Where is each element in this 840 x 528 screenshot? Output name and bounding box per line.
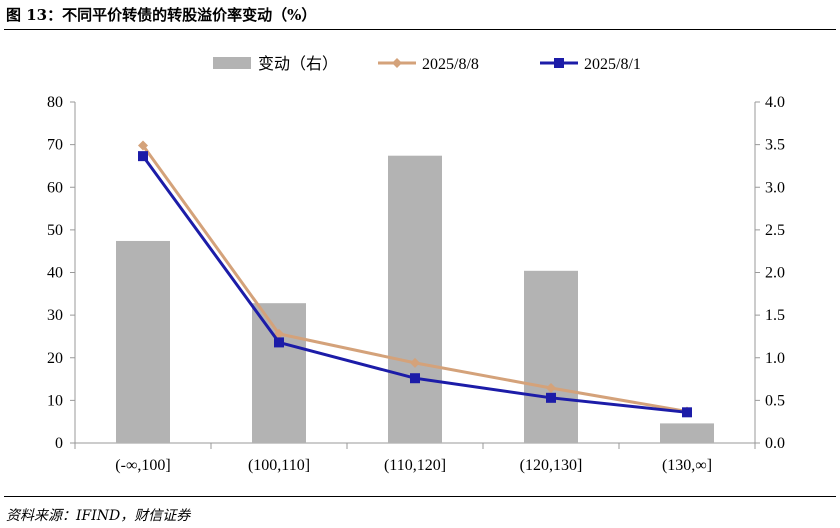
square-marker <box>410 373 420 384</box>
left-tick-label: 40 <box>47 265 63 282</box>
top-divider <box>4 29 836 30</box>
left-tick-label: 10 <box>47 392 63 409</box>
bar-change <box>116 240 170 443</box>
x-tick-label: (110,120] <box>384 457 446 474</box>
figure-title: 图 13：不同平价转债的转股溢价率变动（%） <box>6 6 317 24</box>
right-tick-label: 2.5 <box>765 222 785 239</box>
bottom-divider <box>4 496 836 497</box>
square-marker <box>138 151 148 162</box>
legend-diamond-marker <box>392 58 402 68</box>
bar-change <box>252 303 306 443</box>
legend-square-marker <box>554 58 564 68</box>
left-tick-label: 20 <box>47 350 63 367</box>
diamond-marker <box>274 328 284 339</box>
x-tick-label: (120,130] <box>520 457 583 474</box>
x-tick-label: (130,∞] <box>662 457 712 474</box>
right-tick-label: 4.0 <box>765 94 785 111</box>
left-tick-label: 80 <box>47 94 63 111</box>
left-tick-label: 0 <box>55 435 63 452</box>
diamond-marker <box>138 140 148 151</box>
bar-change <box>660 423 714 443</box>
right-tick-label: 2.0 <box>765 265 785 282</box>
x-tick-label: (100,110] <box>248 457 310 474</box>
legend-label: 2025/8/1 <box>584 56 641 73</box>
x-tick-label: (-∞,100] <box>115 457 170 474</box>
square-marker <box>682 407 692 418</box>
square-marker <box>274 337 284 348</box>
left-tick-label: 30 <box>47 307 63 324</box>
right-tick-label: 1.5 <box>765 307 785 324</box>
legend-label: 2025/8/8 <box>422 56 479 73</box>
right-tick-label: 3.5 <box>765 137 785 154</box>
right-tick-label: 1.0 <box>765 350 785 367</box>
source-note: 资料来源：IFIND，财信证券 <box>6 508 191 524</box>
right-tick-label: 0.0 <box>765 435 785 452</box>
right-tick-label: 3.0 <box>765 179 785 196</box>
diamond-marker <box>546 383 556 394</box>
left-tick-label: 70 <box>47 137 63 154</box>
square-marker <box>546 392 556 403</box>
right-tick-label: 0.5 <box>765 392 785 409</box>
diamond-marker <box>410 357 420 368</box>
left-tick-label: 60 <box>47 179 63 196</box>
left-tick-label: 50 <box>47 222 63 239</box>
legend-label-bar: 变动（右） <box>258 55 338 73</box>
bar-change <box>388 155 442 443</box>
legend-swatch-bar <box>213 57 251 69</box>
bar-change <box>524 270 578 443</box>
